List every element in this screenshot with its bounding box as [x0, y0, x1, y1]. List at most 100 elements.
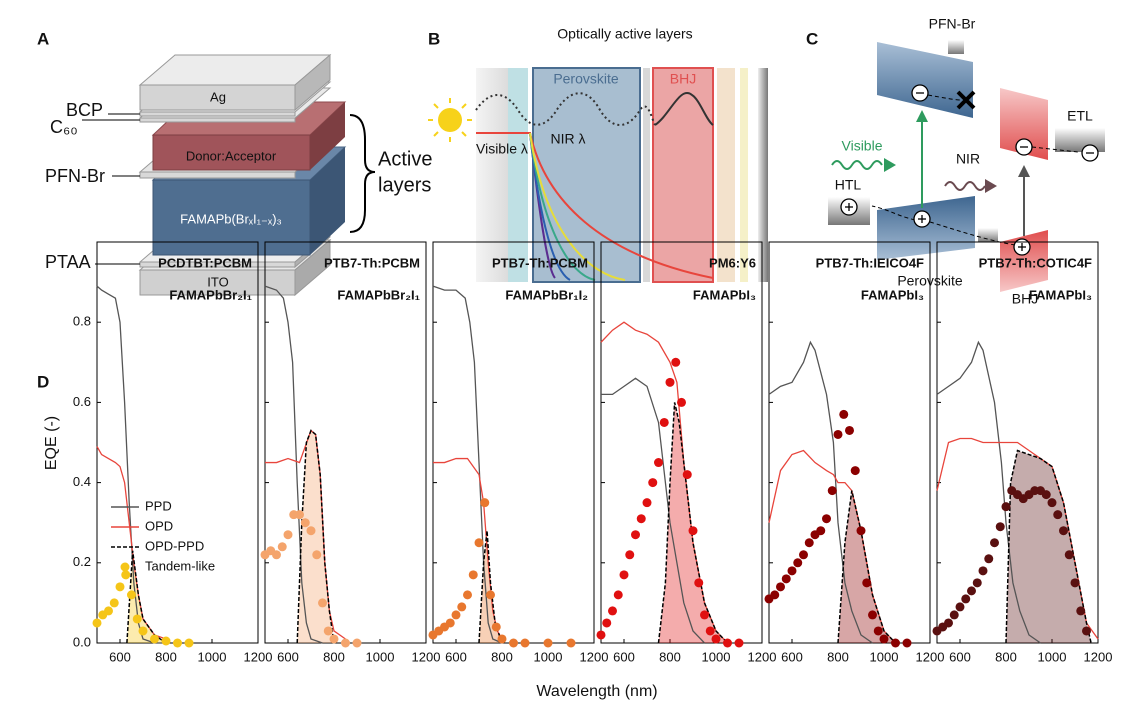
point: [92, 618, 102, 628]
wave: [831, 160, 883, 170]
point: [451, 610, 461, 620]
point: [306, 526, 316, 536]
layer-label: BHJ: [1012, 291, 1038, 307]
x-tick-label: 800: [995, 649, 1017, 664]
panel-title: Optically active layers: [557, 26, 692, 42]
point: [474, 538, 484, 548]
point: [873, 626, 883, 636]
point: [480, 498, 490, 508]
chart-subtitle: FAMAPbBr₂I₁: [169, 287, 252, 302]
point: [312, 550, 322, 560]
point: [520, 638, 530, 648]
point: [613, 590, 623, 600]
line: [768, 340, 873, 644]
chart-title: PTB7-Th:PCBM: [324, 255, 420, 270]
layer: [652, 67, 714, 283]
point: [295, 510, 304, 520]
brace-label: layers: [378, 174, 431, 196]
slab: [294, 53, 331, 112]
layer: [476, 68, 508, 282]
panel-label: D: [37, 372, 49, 391]
point: [677, 397, 686, 407]
legend-swatch: [120, 562, 130, 572]
slab: [139, 117, 296, 123]
point: [868, 610, 877, 620]
legend-label: Tandem-like: [145, 558, 215, 573]
point: [648, 478, 658, 488]
point: [1047, 498, 1057, 508]
point: [700, 610, 709, 620]
point: [902, 638, 912, 648]
point: [1059, 526, 1068, 536]
x-tick-label: 1000: [534, 649, 563, 664]
point: [827, 486, 837, 496]
chart-subtitle: FAMAPbI₃: [1029, 287, 1092, 302]
point: [961, 594, 971, 604]
point: [109, 598, 119, 608]
line: [936, 437, 1099, 640]
panel-label: C: [806, 29, 818, 48]
point: [793, 558, 803, 568]
brace: [349, 114, 376, 233]
layer-label: FAMAPb(BrₓI₁₋ₓ)₃: [180, 211, 282, 226]
dashed-line: [296, 429, 335, 644]
point: [816, 526, 826, 536]
layer-label: PFN-Br: [929, 16, 976, 32]
block: [956, 90, 976, 110]
layer-label: Ag: [210, 89, 226, 104]
band: [1000, 230, 1048, 292]
y-tick-label: 0.8: [73, 314, 91, 329]
charges: [840, 84, 1099, 256]
brace-label: Active: [378, 148, 432, 170]
point: [445, 618, 455, 628]
chart-subtitle: FAMAPbI₃: [861, 287, 924, 302]
point: [833, 429, 843, 439]
point: [566, 638, 576, 648]
decay: [476, 132, 714, 279]
layer-label: Perovskite: [553, 71, 619, 87]
x-tick-label: 600: [445, 649, 467, 664]
layer-label: PFN-Br: [45, 166, 105, 186]
point: [671, 357, 681, 367]
layer-label: ITO: [207, 274, 228, 289]
wave-label: NIR λ: [551, 131, 586, 147]
path: [871, 205, 916, 221]
x-tick-label: 1200: [1084, 649, 1113, 664]
x-tick-label: 600: [277, 649, 299, 664]
point: [161, 636, 171, 646]
area-fill: [658, 402, 728, 643]
point: [688, 526, 698, 536]
point: [1076, 606, 1086, 616]
point: [323, 626, 333, 636]
y-tick-label: 0.6: [73, 394, 91, 409]
point: [1001, 502, 1011, 512]
point: [497, 634, 507, 644]
point: [631, 530, 640, 540]
y-tick-label: 0.0: [73, 634, 91, 649]
point: [850, 466, 860, 476]
band: [948, 40, 964, 54]
point: [115, 582, 125, 592]
point: [184, 638, 194, 648]
x-tick-label: 1200: [580, 649, 609, 664]
point: [272, 550, 281, 560]
x-tick-label: 1200: [748, 649, 777, 664]
band: [978, 228, 998, 242]
point: [329, 634, 339, 644]
point: [984, 554, 994, 564]
point: [845, 425, 854, 435]
point: [104, 606, 113, 616]
arrow-head: [884, 158, 896, 172]
point: [1041, 490, 1051, 500]
point: [799, 550, 808, 560]
point: [990, 538, 999, 548]
x-tick-label: 1000: [1038, 649, 1067, 664]
line: [601, 377, 705, 644]
x-axis-label: Wavelength (nm): [536, 683, 657, 700]
point: [694, 578, 704, 588]
point: [468, 570, 478, 580]
slab: [139, 269, 296, 296]
point: [891, 638, 900, 648]
